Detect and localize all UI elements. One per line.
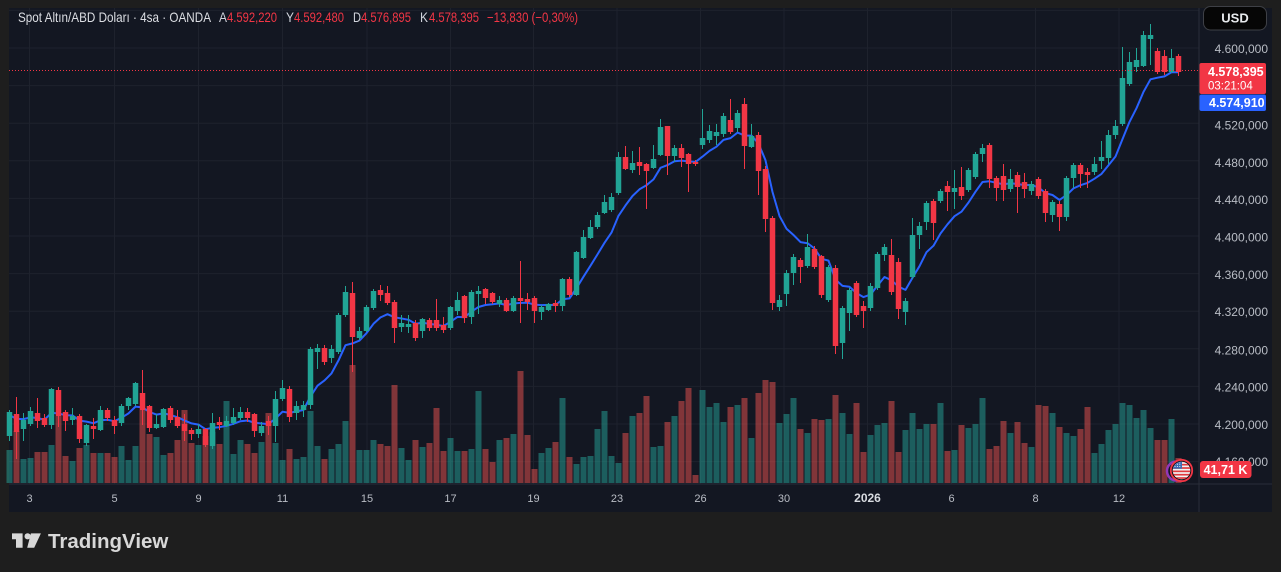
- svg-text:Spot Altın/ABD Doları · 4sa ·: Spot Altın/ABD Doları · 4sa · OANDA: [18, 9, 212, 25]
- svg-text:19: 19: [527, 493, 539, 505]
- svg-text:4.280,000: 4.280,000: [1215, 344, 1269, 358]
- svg-text:23: 23: [611, 493, 623, 505]
- svg-text:4.600,000: 4.600,000: [1215, 42, 1269, 56]
- svg-text:6: 6: [948, 493, 954, 505]
- svg-text:4.240,000: 4.240,000: [1215, 381, 1269, 395]
- svg-text:4.574,910: 4.574,910: [1209, 96, 1265, 110]
- svg-text:11: 11: [277, 493, 288, 505]
- svg-text:26: 26: [694, 493, 706, 505]
- svg-text:K: K: [420, 10, 428, 25]
- svg-text:TradingView: TradingView: [48, 530, 168, 553]
- svg-text:3: 3: [26, 493, 32, 505]
- svg-text:4.592,480: 4.592,480: [294, 10, 344, 25]
- svg-text:9: 9: [195, 493, 201, 505]
- svg-text:15: 15: [361, 493, 373, 505]
- svg-text:5: 5: [111, 493, 117, 505]
- svg-text:03:21:04: 03:21:04: [1208, 81, 1253, 93]
- svg-text:4.320,000: 4.320,000: [1215, 305, 1269, 319]
- svg-text:A: A: [219, 10, 227, 25]
- svg-text:D: D: [353, 10, 361, 25]
- svg-text:4.578,395: 4.578,395: [1208, 65, 1264, 79]
- svg-text:4.592,220: 4.592,220: [227, 10, 277, 25]
- svg-text:Y: Y: [286, 10, 294, 25]
- svg-text:4.200,000: 4.200,000: [1215, 418, 1269, 432]
- svg-text:30: 30: [778, 493, 790, 505]
- svg-text:4.578,395: 4.578,395: [429, 10, 479, 25]
- svg-text:2026: 2026: [854, 491, 881, 505]
- svg-text:4.360,000: 4.360,000: [1215, 268, 1269, 282]
- svg-text:17: 17: [444, 493, 456, 505]
- svg-text:4.440,000: 4.440,000: [1215, 193, 1269, 207]
- svg-text:12: 12: [1113, 493, 1125, 505]
- svg-text:8: 8: [1032, 493, 1038, 505]
- svg-text:4.400,000: 4.400,000: [1215, 231, 1269, 245]
- svg-text:4.520,000: 4.520,000: [1215, 119, 1269, 133]
- svg-text:4.480,000: 4.480,000: [1215, 156, 1269, 170]
- svg-text:−13,830 (−0,30%): −13,830 (−0,30%): [487, 10, 578, 25]
- svg-text:4.576,895: 4.576,895: [361, 10, 411, 25]
- svg-text:41,71 K: 41,71 K: [1204, 463, 1248, 477]
- svg-text:USD: USD: [1221, 11, 1248, 26]
